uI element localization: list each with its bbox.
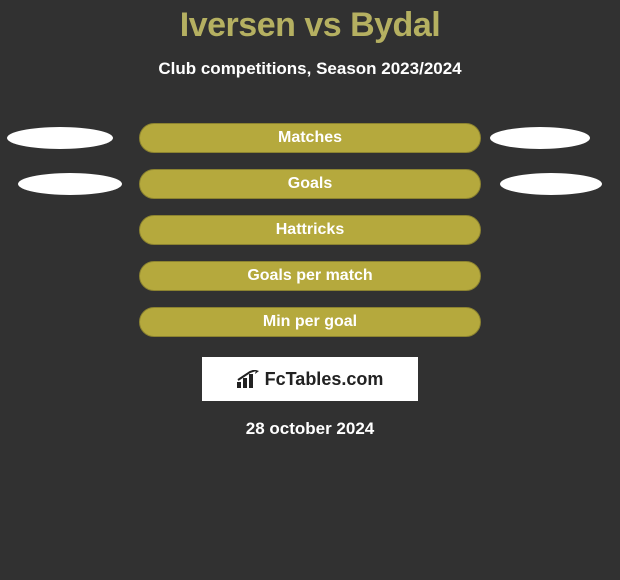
stat-pill: Hattricks xyxy=(139,215,481,245)
stat-row: Hattricks xyxy=(0,207,620,253)
stat-label: Goals xyxy=(288,175,332,193)
stat-label: Goals per match xyxy=(247,267,372,285)
stat-label: Hattricks xyxy=(276,221,344,239)
stat-label: Min per goal xyxy=(263,313,357,331)
stat-row: Min per goal xyxy=(0,299,620,345)
page-subtitle: Club competitions, Season 2023/2024 xyxy=(0,59,620,79)
stat-row: Goals per match xyxy=(0,253,620,299)
comparison-card: Iversen vs Bydal Club competitions, Seas… xyxy=(0,0,620,439)
stat-row: Goals xyxy=(0,161,620,207)
page-title: Iversen vs Bydal xyxy=(0,6,620,45)
chart-icon xyxy=(237,370,259,388)
left-value-ellipse xyxy=(18,173,122,195)
brand-text: FcTables.com xyxy=(265,369,384,390)
date-label: 28 october 2024 xyxy=(0,419,620,439)
left-value-ellipse xyxy=(7,127,113,149)
stat-pill: Matches xyxy=(139,123,481,153)
stat-row: Matches xyxy=(0,115,620,161)
brand-box: FcTables.com xyxy=(202,357,418,401)
stat-pill: Min per goal xyxy=(139,307,481,337)
right-value-ellipse xyxy=(500,173,602,195)
stat-rows: Matches Goals Hattricks Goals per match Min … xyxy=(0,115,620,345)
stat-pill: Goals xyxy=(139,169,481,199)
stat-label: Matches xyxy=(278,129,342,147)
right-value-ellipse xyxy=(490,127,590,149)
stat-pill: Goals per match xyxy=(139,261,481,291)
